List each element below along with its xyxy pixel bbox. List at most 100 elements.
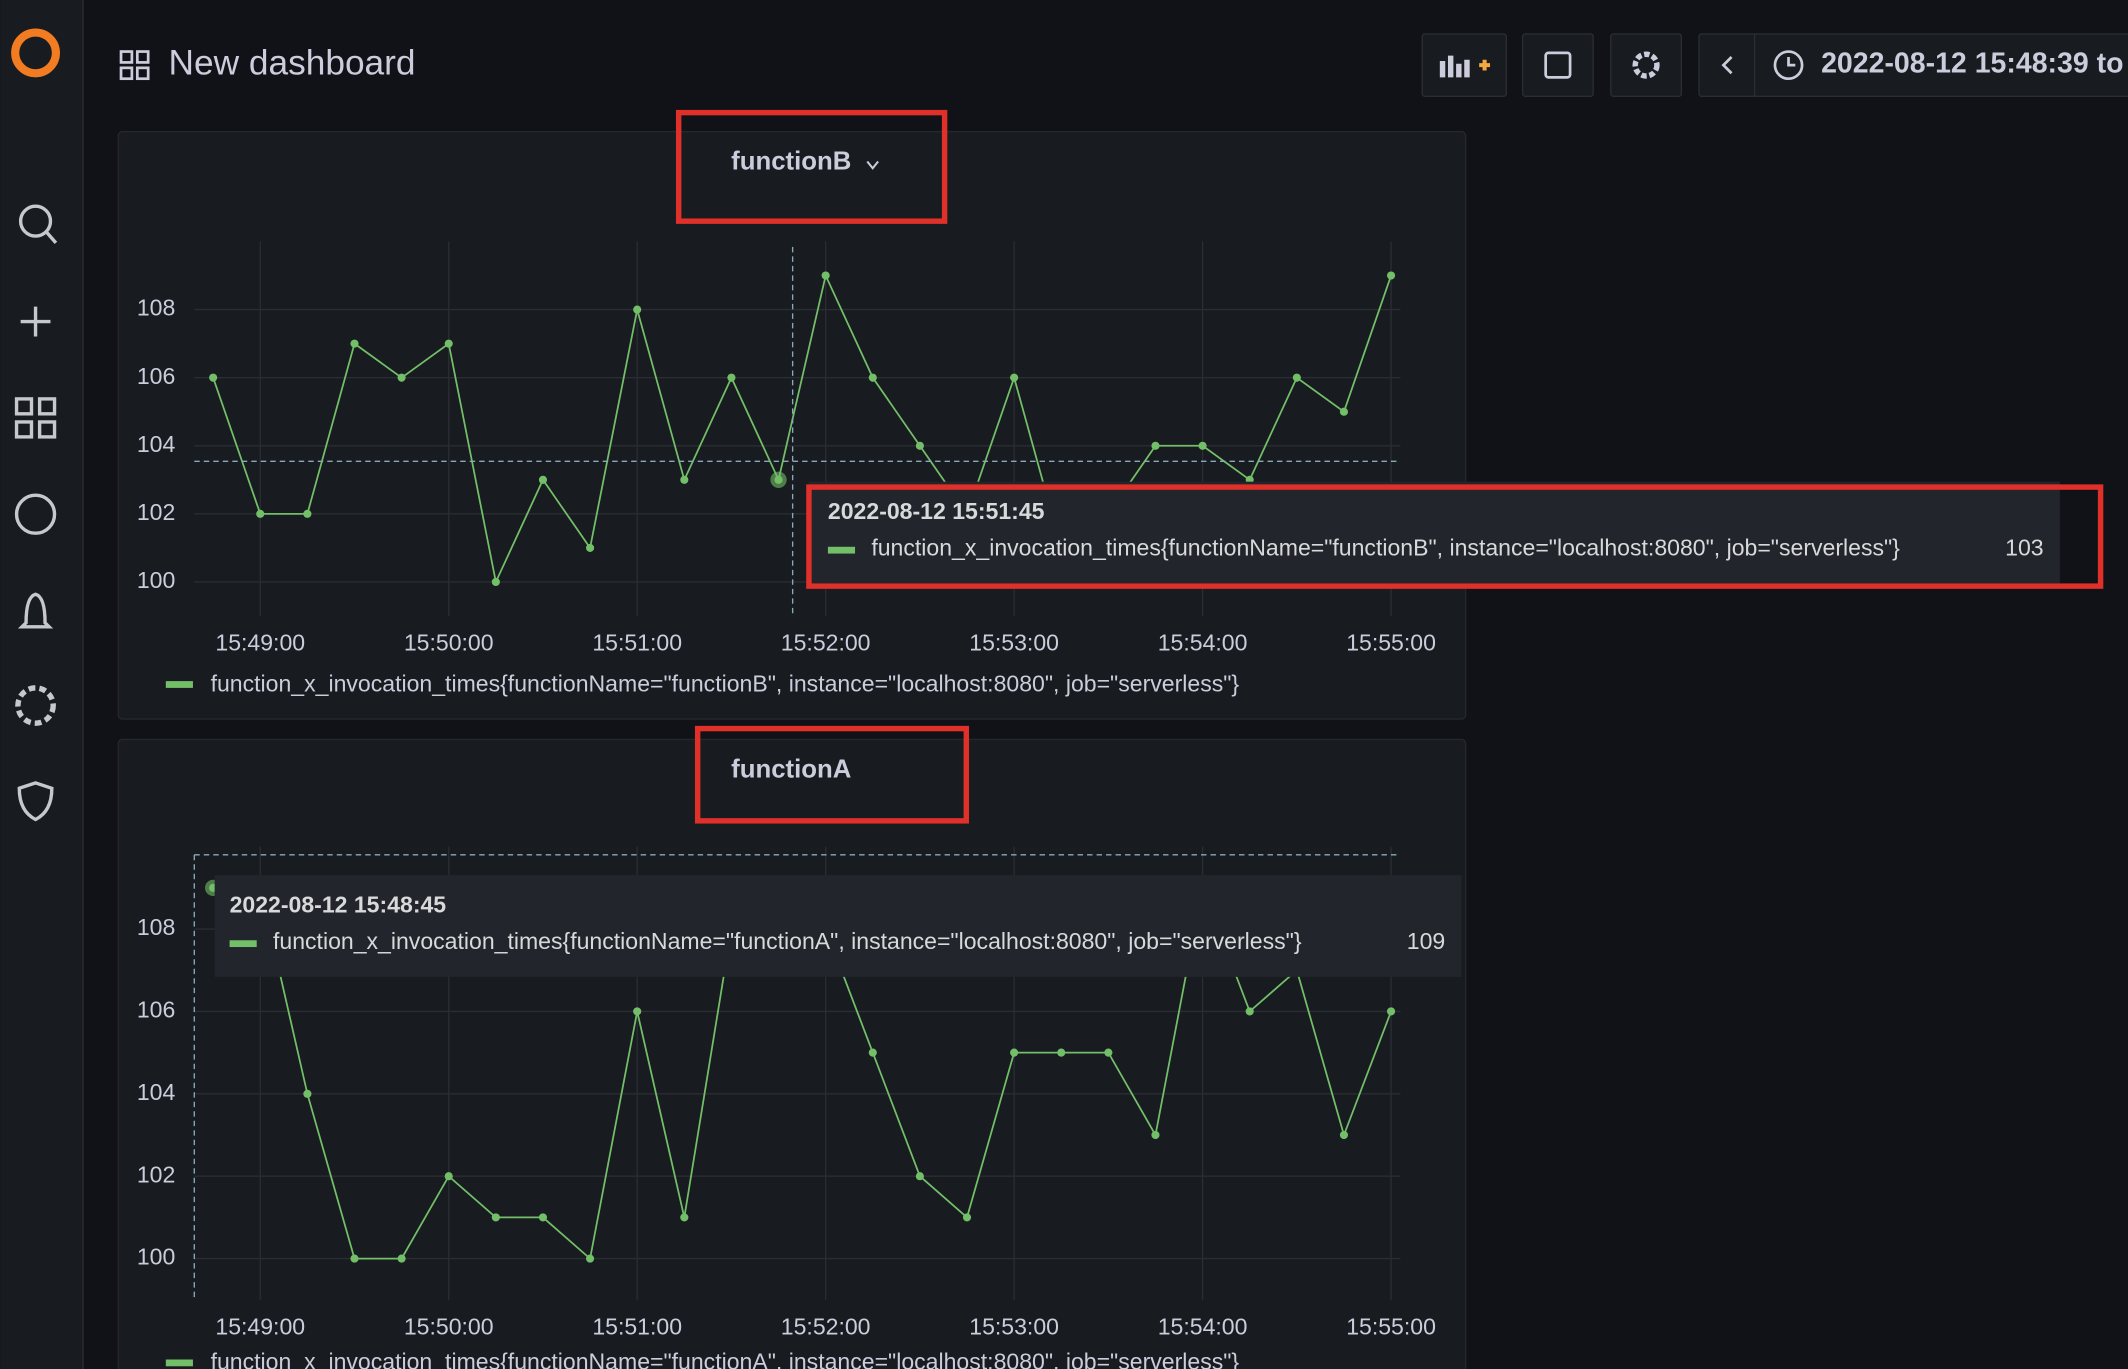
tooltip: 2022-08-12 15:48:45 function_x_invocatio…: [214, 875, 1462, 977]
add-panel-icon: [1479, 59, 1491, 71]
x-tick-label: 15:50:00: [404, 630, 494, 656]
data-point: [350, 339, 359, 348]
x-tick-label: 15:52:00: [781, 630, 871, 656]
legend-swatch: [165, 681, 193, 688]
y-tick-label: 102: [137, 499, 175, 525]
y-tick-label: 106: [137, 363, 175, 389]
y-tick-label: 104: [137, 1079, 176, 1105]
y-tick-label: 104: [137, 431, 176, 457]
data-point: [1104, 1048, 1113, 1057]
tooltip-box: [214, 875, 1462, 977]
tooltip-swatch: [229, 940, 257, 948]
annotation-box: [675, 109, 2104, 824]
data-point: [633, 1007, 642, 1016]
x-tick-label: 15:54:00: [1158, 630, 1248, 656]
panel-menu-icon[interactable]: [866, 160, 879, 170]
x-tick-label: 15:52:00: [781, 1313, 871, 1339]
time-range[interactable]: 2022-08-12 15:48:39 to: [1821, 48, 2123, 80]
plot: 100 102 104 106 108 15:49:00 15:50:00 15:51:00 1…: [137, 241, 1436, 696]
tooltip: 2022-08-12 15:51:45 function_x_invocatio…: [808, 481, 2060, 584]
tooltip-time: 2022-08-12 15:51:45: [828, 498, 1045, 524]
dashboard-title[interactable]: New dashboard: [169, 43, 416, 82]
data-point: [491, 577, 500, 587]
data-point: [1386, 271, 1396, 280]
data-point: [1198, 441, 1207, 450]
tooltip-series: function_x_invocation_times{functionName…: [871, 535, 1900, 561]
data-point: [868, 1048, 877, 1057]
tooltip-value: 109: [1407, 928, 1445, 954]
x-tick-label: 15:53:00: [969, 1313, 1059, 1339]
y-tick-label: 100: [137, 567, 175, 593]
data-point: [256, 509, 265, 518]
legend-swatch: [165, 1359, 193, 1367]
tooltip-time: 2022-08-12 15:48:45: [230, 891, 447, 917]
sidebar: [0, 0, 84, 1369]
data-point: [350, 1254, 359, 1263]
alerting-icon[interactable]: [17, 592, 54, 629]
tooltip-value: 103: [2005, 535, 2043, 561]
settings-button[interactable]: [1610, 33, 1683, 98]
x-tick-label: 15:51:00: [592, 1313, 682, 1339]
settings-icon: [1632, 51, 1660, 79]
create-icon[interactable]: [20, 306, 51, 337]
explore-icon[interactable]: [14, 493, 57, 535]
data-point: [1386, 1007, 1396, 1016]
panel-title[interactable]: functionB: [731, 148, 851, 176]
data-point: [1245, 1007, 1254, 1016]
y-tick-label: 106: [137, 997, 175, 1023]
data-point: [397, 373, 406, 382]
data-point: [915, 1172, 924, 1181]
time-picker[interactable]: [1698, 33, 2128, 98]
clock-icon: [1787, 56, 1796, 67]
x-tick-label: 15:49:00: [215, 630, 305, 656]
data-point: [444, 1172, 453, 1181]
data-point: [586, 1254, 595, 1263]
data-point: [868, 373, 877, 382]
data-point: [491, 1213, 500, 1222]
x-tick-label: 15:51:00: [592, 630, 682, 656]
data-point: [303, 509, 312, 518]
y-tick-label: 102: [137, 1161, 175, 1187]
data-point: [915, 441, 924, 450]
clock-icon: [1773, 50, 1804, 81]
y-tick-label: 100: [137, 1244, 175, 1270]
plot: 100 102 104 106 108 15:49:00 15:50:00 15:51:00 1…: [137, 846, 1436, 1369]
data-point: [586, 543, 595, 552]
x-tick-label: 15:53:00: [969, 630, 1059, 656]
data-point: [680, 475, 689, 484]
hover-point: [770, 471, 787, 488]
data-point: [680, 1213, 689, 1222]
legend-label: function_x_invocation_times{functionName…: [211, 1349, 1240, 1369]
legend-label: function_x_invocation_times{functionName…: [211, 670, 1240, 696]
tooltip-box: [808, 481, 2060, 584]
save-icon: [1544, 51, 1572, 79]
y-tick-label: 108: [137, 914, 175, 940]
panel-title[interactable]: functionA: [731, 755, 851, 783]
data-point: [303, 1089, 312, 1098]
search-icon[interactable]: [18, 204, 53, 238]
admin-icon[interactable]: [17, 781, 54, 822]
data-point: [821, 271, 830, 280]
data-point: [1151, 1130, 1160, 1140]
config-icon[interactable]: [15, 685, 56, 726]
save-button[interactable]: [1521, 33, 1594, 98]
data-point: [1339, 407, 1349, 416]
data-point: [397, 1254, 406, 1263]
tooltip-series: function_x_invocation_times{functionName…: [273, 928, 1302, 954]
data-point: [1010, 373, 1019, 382]
x-tick-label: 15:55:00: [1346, 1313, 1436, 1339]
time-back-icon[interactable]: [1721, 56, 1733, 75]
x-tick-label: 15:55:00: [1346, 630, 1436, 656]
logo[interactable]: [11, 28, 60, 78]
search-icon: [45, 230, 58, 244]
data-point: [538, 475, 548, 484]
data-point: [727, 373, 736, 382]
tooltip-swatch: [827, 546, 856, 554]
x-tick-label: 15:49:00: [215, 1313, 305, 1339]
x-tick-label: 15:54:00: [1158, 1313, 1248, 1339]
dashboard-icon: [119, 50, 150, 81]
dashboards-icon[interactable]: [14, 397, 57, 439]
add-panel-icon: [1439, 55, 1470, 78]
